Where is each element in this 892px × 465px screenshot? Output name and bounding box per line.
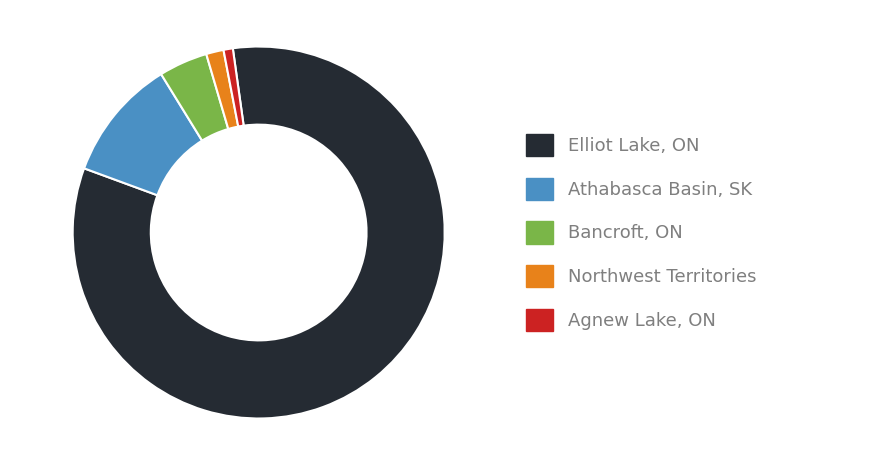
Wedge shape: [206, 50, 238, 129]
Wedge shape: [161, 54, 228, 140]
Wedge shape: [72, 46, 445, 418]
Wedge shape: [84, 74, 202, 195]
Legend: Elliot Lake, ON, Athabasca Basin, SK, Bancroft, ON, Northwest Territories, Agnew: Elliot Lake, ON, Athabasca Basin, SK, Ba…: [526, 134, 756, 331]
Wedge shape: [224, 48, 244, 126]
